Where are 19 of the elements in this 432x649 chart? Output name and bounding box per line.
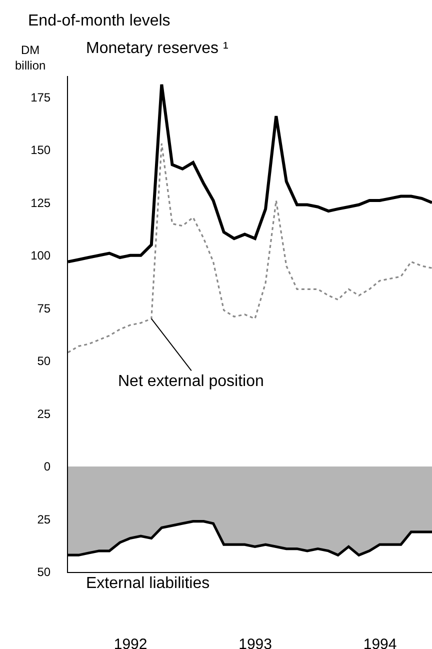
line-series <box>68 142 432 354</box>
y-tick-label: 100 <box>30 248 51 263</box>
y-tick-label: 175 <box>30 90 51 104</box>
y-tick-label: 25 <box>37 406 51 421</box>
chart-title: End-of-month levels <box>28 12 170 30</box>
x-tick-label: 1992 <box>114 636 148 649</box>
text: Net external position <box>118 373 264 390</box>
y-tick-label: 0 <box>44 460 51 474</box>
x-tick-label: 1993 <box>238 636 272 649</box>
y-tick-label: 125 <box>30 196 51 210</box>
y-tick-label: 50 <box>37 565 51 580</box>
y-tick-label: 50 <box>37 354 51 368</box>
text: Monetary reserves ¹ <box>86 40 228 57</box>
series-label: External liabilities <box>86 575 210 592</box>
y-tick-label: 75 <box>37 301 51 316</box>
y-axis-title: DM billion <box>15 43 46 73</box>
x-tick-label: 1994 <box>363 636 397 649</box>
y-tick-label: 25 <box>37 512 51 526</box>
y-tick-label: 150 <box>30 143 51 158</box>
